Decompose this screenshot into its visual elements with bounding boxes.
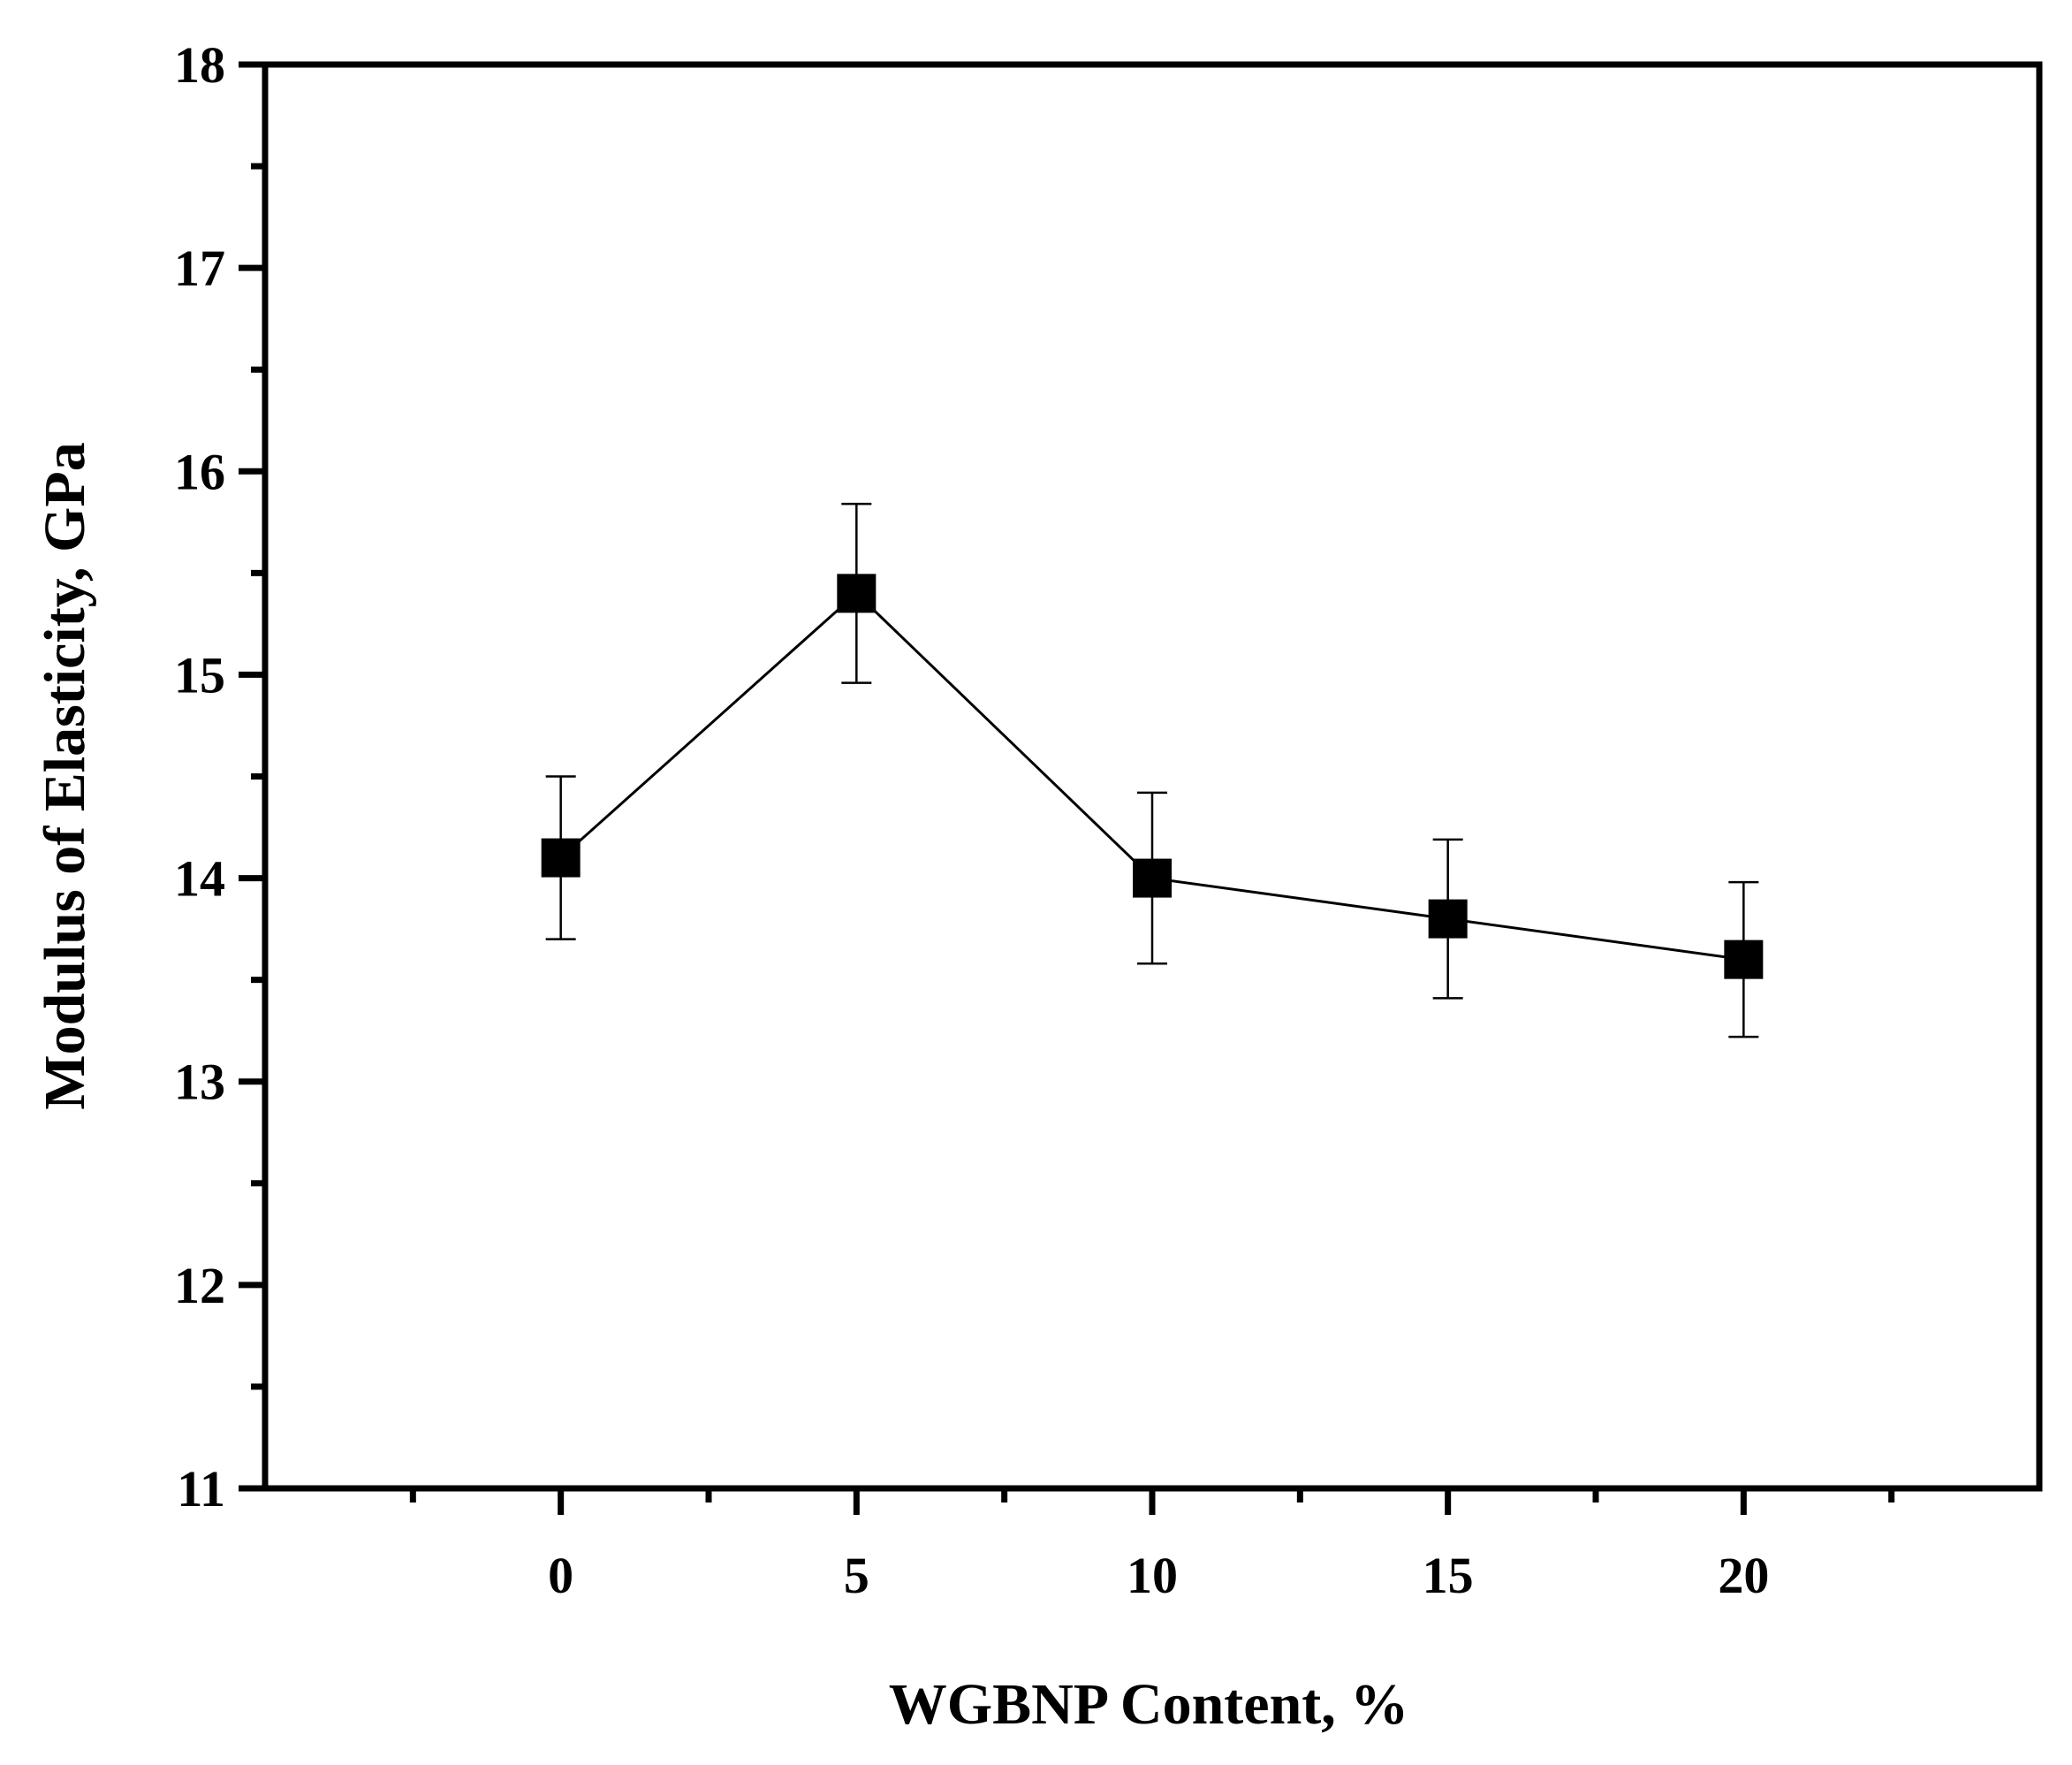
x-tick-label: 5	[844, 1547, 869, 1604]
plot-area-frame	[262, 61, 2043, 1492]
y-axis-title: Modulus of Elasticity, GPa	[33, 442, 97, 1109]
y-tick-label: 12	[174, 1257, 225, 1314]
x-axis-ticks: 0 5 10 15 20	[409, 1488, 1895, 1604]
data-point	[541, 838, 581, 878]
y-tick-label: 11	[177, 1460, 225, 1518]
y-tick-label: 17	[174, 240, 225, 297]
data-point	[1428, 899, 1468, 939]
y-axis-ticks: 11 12 13 14 15 16 17 18	[174, 36, 265, 1518]
y-tick-label: 14	[174, 850, 225, 908]
data-point	[837, 574, 877, 613]
y-tick-label: 13	[174, 1054, 225, 1111]
x-tick-label: 20	[1718, 1547, 1769, 1604]
x-tick-label: 10	[1127, 1547, 1178, 1604]
data-point	[1724, 940, 1764, 979]
y-tick-label: 16	[174, 443, 225, 500]
data-point	[1133, 858, 1172, 898]
series-layer	[541, 502, 1764, 1038]
y-tick-label: 18	[174, 36, 225, 94]
x-tick-label: 15	[1423, 1547, 1474, 1604]
y-tick-label: 15	[174, 646, 225, 704]
x-tick-label: 0	[548, 1547, 573, 1604]
x-axis-title: WGBNP Content, %	[889, 1672, 1409, 1737]
